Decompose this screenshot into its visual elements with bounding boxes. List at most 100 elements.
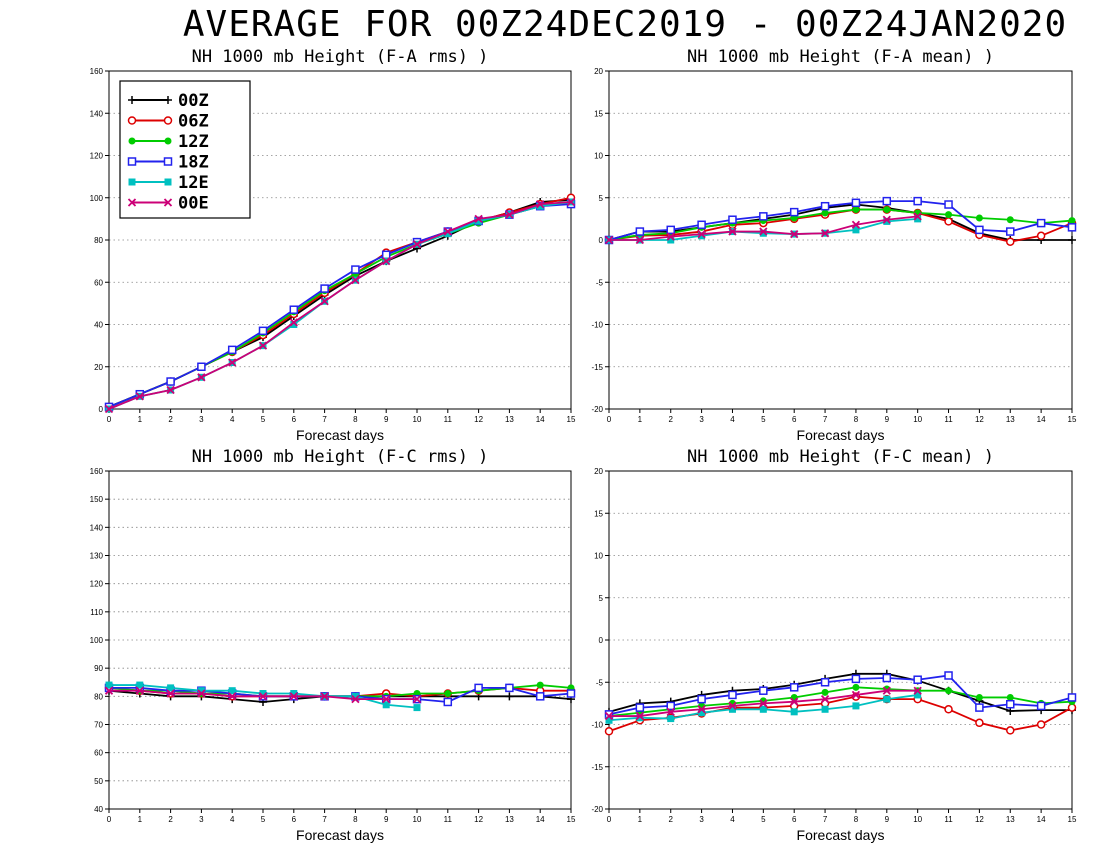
- y-tick-label: -20: [591, 405, 603, 414]
- data-point: [351, 276, 360, 285]
- data-point: [1006, 693, 1014, 701]
- y-tick-label: -5: [596, 278, 604, 287]
- data-point: [413, 704, 421, 712]
- x-tick-label: 2: [168, 815, 173, 824]
- panel-title: NH 1000 mb Height (F-C rms) ): [192, 447, 489, 467]
- data-point: [1067, 693, 1077, 702]
- legend-marker: [127, 157, 137, 166]
- data-point: [851, 674, 861, 684]
- main-title: AVERAGE FOR 00Z24DEC2019 - 00Z24JAN2020: [182, 4, 1068, 45]
- data-point: [227, 345, 237, 355]
- x-tick-label: 2: [669, 415, 674, 424]
- series-12Z: [605, 683, 1076, 720]
- data-point: [351, 265, 360, 274]
- x-tick-label: 12: [474, 815, 483, 824]
- data-point: [820, 695, 830, 704]
- x-tick-label: 9: [384, 815, 389, 824]
- data-point: [728, 690, 737, 700]
- data-point: [258, 692, 268, 701]
- x-tick-label: 14: [536, 415, 545, 424]
- data-point: [821, 705, 829, 713]
- x-tick-label: 1: [638, 815, 643, 824]
- data-point: [1036, 720, 1046, 729]
- y-tick-label: 120: [90, 580, 104, 589]
- legend-marker: [163, 116, 173, 125]
- x-tick-label: 11: [944, 815, 953, 824]
- data-point: [635, 711, 645, 721]
- y-tick-label: 5: [599, 594, 604, 603]
- y-tick-label: 140: [90, 523, 104, 532]
- data-point: [136, 681, 144, 689]
- y-tick-label: 0: [599, 636, 604, 645]
- data-point: [697, 705, 706, 714]
- y-tick-label: 20: [94, 363, 103, 372]
- chart-panel-3: NH 1000 mb Height (F-C rms) )40506070809…: [90, 447, 576, 843]
- series-00E: [604, 686, 922, 721]
- x-tick-label: 11: [444, 815, 453, 824]
- data-point: [1067, 223, 1077, 232]
- data-point: [474, 214, 483, 224]
- x-tick-label: 11: [444, 415, 453, 424]
- x-tick-label: 9: [885, 415, 890, 424]
- y-tick-label: 10: [594, 152, 603, 161]
- data-point: [605, 716, 613, 724]
- series-line-00Z: [108, 198, 572, 408]
- data-point: [289, 318, 298, 327]
- data-point: [1006, 216, 1014, 224]
- series-line-18Z: [108, 203, 572, 408]
- data-point: [604, 711, 614, 721]
- legend-marker: [163, 157, 173, 166]
- legend-label: 12E: [178, 173, 209, 193]
- x-tick-label: 7: [322, 415, 327, 424]
- series-06Z: [104, 193, 576, 412]
- x-tick-label: 6: [292, 815, 297, 824]
- x-tick-label: 5: [761, 815, 766, 824]
- data-point: [975, 703, 984, 712]
- data-point: [1068, 217, 1076, 225]
- y-tick-label: 100: [90, 636, 104, 645]
- panel-title: NH 1000 mb Height (F-A mean) ): [687, 47, 994, 67]
- data-point: [1006, 726, 1015, 735]
- data-point: [166, 377, 175, 386]
- data-point: [505, 210, 514, 219]
- y-tick-label: 60: [94, 749, 103, 758]
- legend-marker: [128, 178, 136, 186]
- x-tick-label: 6: [292, 415, 297, 424]
- y-tick-label: -10: [591, 721, 603, 730]
- series-00E: [104, 197, 576, 414]
- data-point: [104, 686, 114, 695]
- series-12E: [105, 198, 575, 413]
- data-point: [883, 206, 891, 214]
- series-line-12Z: [108, 201, 572, 408]
- data-point: [914, 215, 922, 223]
- data-point: [852, 226, 860, 234]
- data-point: [820, 229, 830, 238]
- series-18Z: [104, 199, 576, 412]
- y-tick-label: 0: [599, 236, 604, 245]
- data-point: [381, 250, 391, 260]
- x-tick-label: 15: [567, 815, 576, 824]
- series-line-12Z: [608, 208, 1073, 241]
- legend-marker: [164, 137, 172, 145]
- data-point: [104, 404, 114, 414]
- y-tick-label: 20: [594, 67, 603, 76]
- data-point: [666, 707, 675, 716]
- data-point: [382, 695, 391, 704]
- data-point: [474, 683, 483, 693]
- x-tick-label: 7: [823, 815, 828, 824]
- x-tick-label: 6: [792, 415, 797, 424]
- x-tick-label: 10: [913, 815, 922, 824]
- data-point: [290, 321, 298, 328]
- series-18Z: [604, 196, 1077, 245]
- x-tick-label: 0: [607, 415, 612, 424]
- x-tick-label: 12: [474, 415, 483, 424]
- series-line-06Z: [108, 196, 572, 408]
- chart-panel-2: NH 1000 mb Height (F-A mean) ) -20 -15 -10 -…: [591, 47, 1077, 443]
- x-axis-label: Forecast days: [296, 427, 384, 443]
- x-tick-label: 10: [913, 415, 922, 424]
- data-point: [789, 207, 799, 217]
- data-point: [505, 683, 514, 693]
- data-point: [945, 211, 953, 219]
- x-tick-label: 3: [199, 815, 204, 824]
